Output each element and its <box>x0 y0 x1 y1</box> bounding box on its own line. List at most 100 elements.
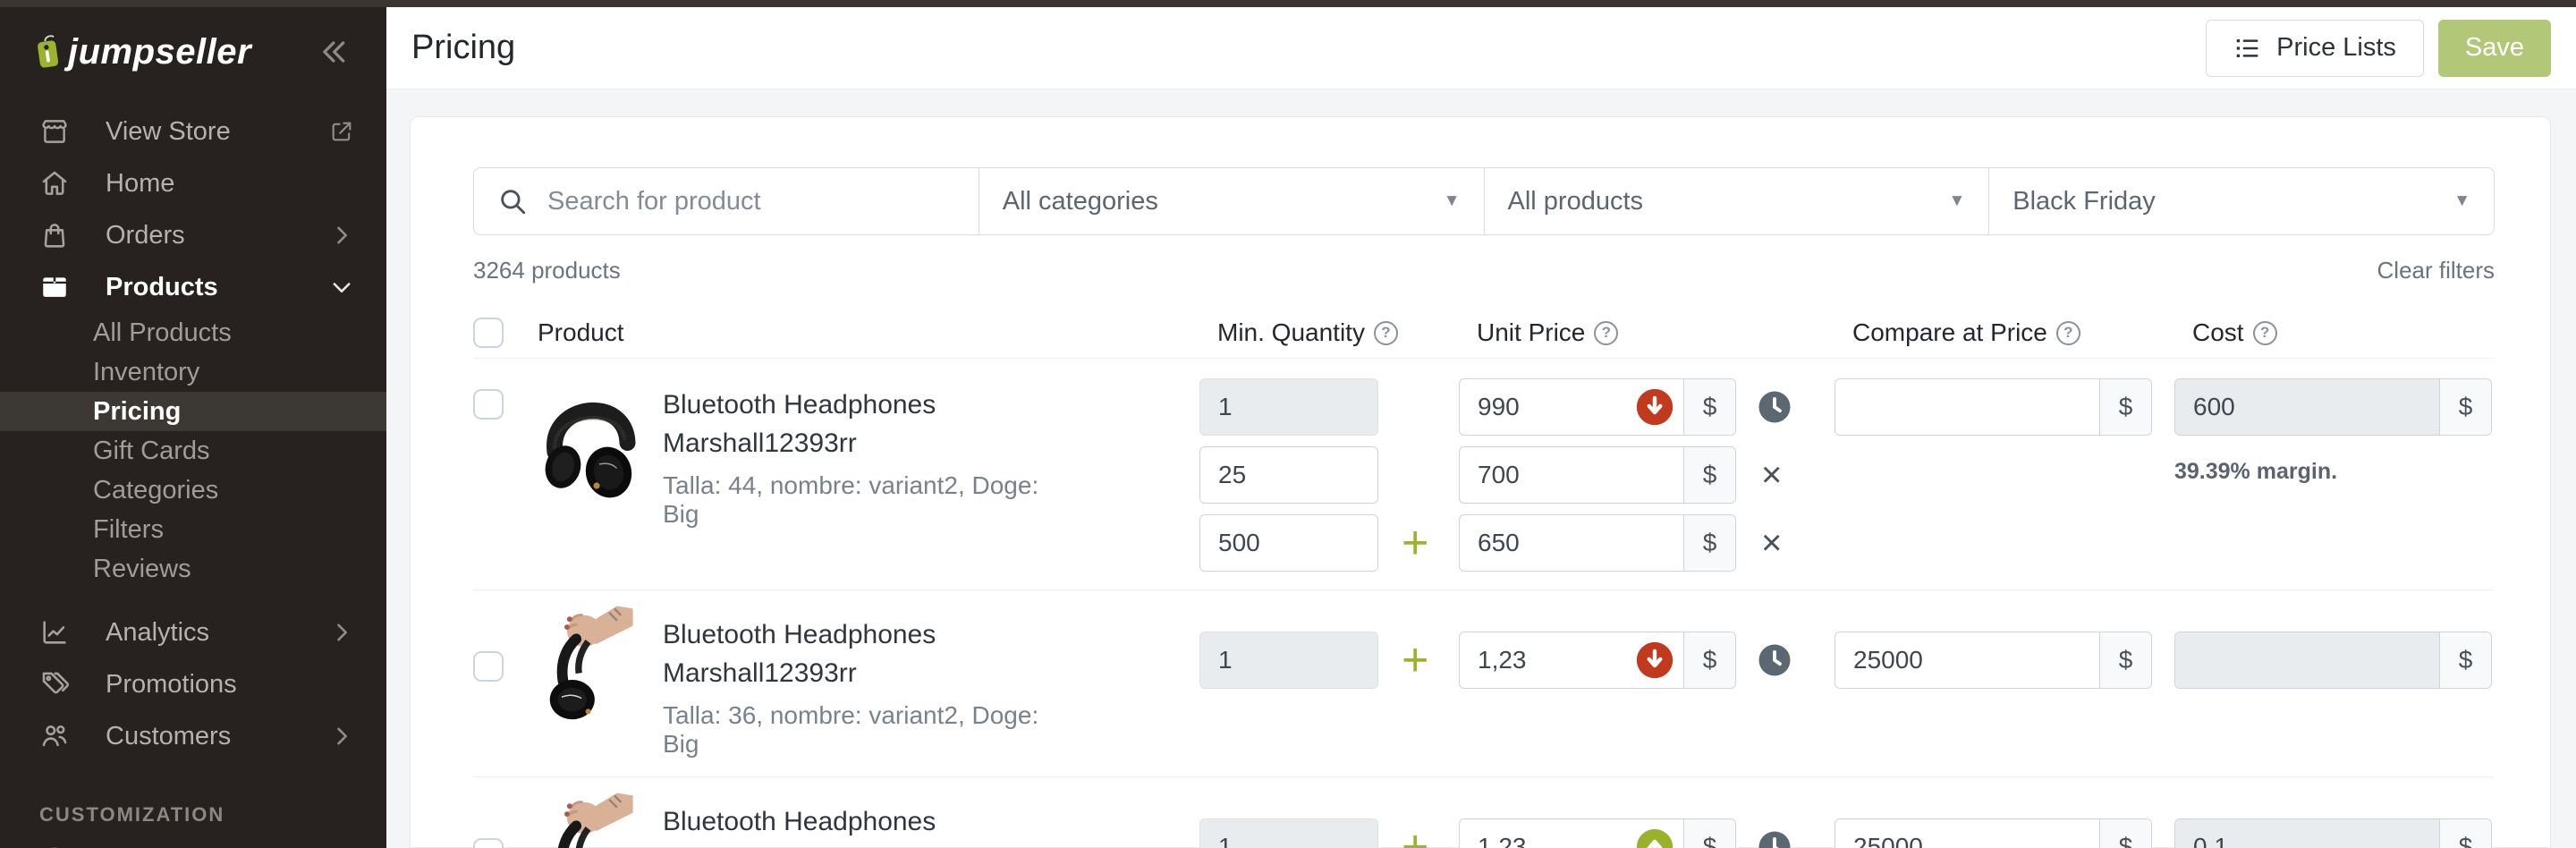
select-all-checkbox[interactable] <box>473 318 504 348</box>
collapse-sidebar-icon[interactable] <box>315 34 351 70</box>
sidebar-item-home[interactable]: Home <box>0 157 386 209</box>
sidebar-item-pricing[interactable]: Pricing <box>0 392 386 431</box>
logo-text: jumpseller <box>68 31 252 72</box>
sidebar-item-filters[interactable]: Filters <box>0 510 386 549</box>
add-tier-button[interactable]: + <box>1402 517 1429 569</box>
product-image <box>538 792 645 848</box>
price-decrease-icon <box>1635 387 1674 427</box>
currency-suffix: $ <box>2099 819 2151 848</box>
help-icon[interactable]: ? <box>2252 320 2277 345</box>
sidebar-item-categories[interactable]: Categories <box>0 471 386 510</box>
price-increase-icon <box>1635 827 1674 848</box>
row-checkbox[interactable] <box>473 389 504 420</box>
sidebar-item-promotions[interactable]: Promotions <box>0 658 386 710</box>
product-title: Bluetooth Headphones Marshall12393rr <box>663 807 936 848</box>
sidebar-item-analytics[interactable]: Analytics <box>0 606 386 658</box>
submenu-label: All Products <box>93 318 232 347</box>
sidebar-item-label: Orders <box>106 220 185 250</box>
analytics-icon <box>39 617 70 648</box>
product-row: Bluetooth Headphones Marshall12393rr Tal… <box>473 776 2495 848</box>
row-checkbox[interactable] <box>473 838 504 848</box>
sidebar-item-themes[interactable]: Themes <box>0 834 386 848</box>
customers-icon <box>39 721 70 751</box>
cost-input[interactable] <box>2175 632 2439 688</box>
search-input[interactable] <box>547 186 955 216</box>
min-quantity-input[interactable] <box>1199 514 1378 572</box>
min-quantity-input[interactable] <box>1199 378 1378 436</box>
submenu-label: Categories <box>93 475 219 505</box>
jumpseller-logo[interactable]: jumpseller <box>32 32 251 72</box>
sidebar-item-customers[interactable]: Customers <box>0 710 386 762</box>
sidebar-item-all-products[interactable]: All Products <box>0 313 386 352</box>
unit-price-input[interactable] <box>1460 515 1683 571</box>
save-button[interactable]: Save <box>2437 19 2551 77</box>
help-icon[interactable]: ? <box>1594 320 1619 345</box>
price-list-select[interactable]: Black Friday ▼ <box>1989 168 2494 234</box>
themes-palette-icon <box>39 844 70 848</box>
currency-suffix: $ <box>2439 632 2491 688</box>
sidebar-item-gift-cards[interactable]: Gift Cards <box>0 431 386 471</box>
sidebar-item-label: Analytics <box>106 617 210 647</box>
storefront-icon <box>39 116 70 147</box>
product-search[interactable] <box>474 168 979 234</box>
row-checkbox[interactable] <box>473 651 504 682</box>
currency-suffix: $ <box>2439 819 2491 848</box>
product-title: Bluetooth Headphones Marshall12393rr <box>663 390 936 458</box>
compare-at-price-input[interactable] <box>1835 379 2099 435</box>
min-quantity-input[interactable] <box>1199 446 1378 504</box>
column-product: Product <box>538 318 624 346</box>
sidebar-item-view-store[interactable]: View Store <box>0 106 386 157</box>
sidebar-item-orders[interactable]: Orders <box>0 209 386 261</box>
help-icon[interactable]: ? <box>1373 320 1398 345</box>
logo-tag-icon <box>32 33 64 71</box>
sidebar-item-inventory[interactable]: Inventory <box>0 352 386 392</box>
price-history-icon[interactable] <box>1756 641 1793 679</box>
help-icon[interactable]: ? <box>2055 320 2080 345</box>
compare-at-price-input[interactable] <box>1835 632 2099 688</box>
cost-input[interactable] <box>2175 379 2439 435</box>
customization-section-label: CUSTOMIZATION <box>39 803 225 826</box>
min-quantity-input[interactable] <box>1199 818 1378 848</box>
currency-suffix: $ <box>1683 632 1735 688</box>
sidebar-item-label: Products <box>106 272 218 301</box>
chevron-right-icon <box>329 724 354 749</box>
sidebar-item-products[interactable]: Products <box>0 261 386 313</box>
price-history-icon[interactable] <box>1756 828 1793 848</box>
product-filter-select[interactable]: All products ▼ <box>1485 168 1990 234</box>
price-lists-button[interactable]: Price Lists <box>2206 19 2424 77</box>
remove-tier-icon[interactable]: × <box>1761 455 1783 495</box>
page-header: Pricing Price Lists Save <box>386 7 2576 89</box>
table-header: Product Min. Quantity ? Unit Price ? Com… <box>473 308 2495 358</box>
add-tier-button[interactable]: + <box>1402 634 1429 686</box>
sidebar-item-label: Home <box>106 168 175 198</box>
unit-price-input[interactable] <box>1460 447 1683 503</box>
dropdown-caret-icon: ▼ <box>1948 191 1966 210</box>
cost-input[interactable] <box>2175 819 2439 848</box>
home-icon <box>39 168 70 199</box>
column-compare-at-price: Compare at Price <box>1852 318 2047 346</box>
clear-filters-link[interactable]: Clear filters <box>2377 257 2495 284</box>
add-tier-button[interactable]: + <box>1402 821 1429 848</box>
category-filter-value: All categories <box>1002 186 1158 216</box>
chevron-right-icon <box>329 223 354 248</box>
sidebar-item-label: Customers <box>106 721 232 750</box>
remove-tier-icon[interactable]: × <box>1761 523 1783 563</box>
min-quantity-input[interactable] <box>1199 632 1378 689</box>
filter-bar: All categories ▼ All products ▼ Black Fr… <box>473 167 2495 235</box>
product-title: Bluetooth Headphones Marshall12393rr <box>663 620 936 688</box>
window-top-strip <box>0 0 2576 7</box>
margin-text: 39.39% margin. <box>2174 459 2338 484</box>
pricing-card: All categories ▼ All products ▼ Black Fr… <box>410 116 2551 848</box>
sidebar-item-reviews[interactable]: Reviews <box>0 549 386 589</box>
column-unit-price: Unit Price <box>1477 318 1586 346</box>
price-decrease-icon <box>1635 640 1674 680</box>
submenu-label: Pricing <box>93 396 182 426</box>
sidebar: jumpseller View Store Home <box>0 7 386 848</box>
category-filter-select[interactable]: All categories ▼ <box>979 168 1485 234</box>
price-history-icon[interactable] <box>1756 388 1793 426</box>
products-count: 3264 products <box>473 257 621 284</box>
external-link-icon <box>329 119 354 144</box>
chevron-right-icon <box>329 620 354 645</box>
products-submenu: All Products Inventory Pricing Gift Card… <box>0 313 386 589</box>
compare-at-price-input[interactable] <box>1835 819 2099 848</box>
